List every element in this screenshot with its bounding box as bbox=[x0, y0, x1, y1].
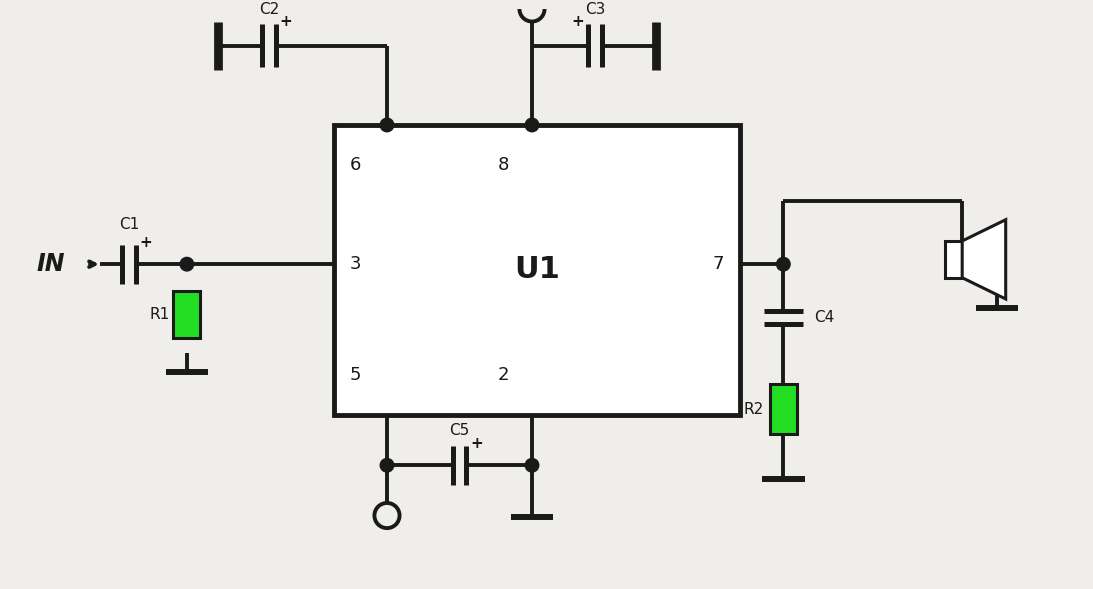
Text: +: + bbox=[470, 436, 483, 451]
Text: C3: C3 bbox=[585, 2, 606, 16]
Circle shape bbox=[380, 458, 393, 472]
Text: C1: C1 bbox=[119, 217, 139, 232]
Text: 2: 2 bbox=[497, 366, 508, 384]
Text: +: + bbox=[572, 14, 584, 29]
Bar bbox=[769, 384, 797, 434]
Text: C2: C2 bbox=[259, 2, 279, 16]
Text: 8: 8 bbox=[497, 156, 508, 174]
Circle shape bbox=[777, 257, 790, 271]
Text: U1: U1 bbox=[514, 256, 560, 284]
Text: C5: C5 bbox=[449, 423, 470, 438]
Circle shape bbox=[526, 118, 539, 132]
Circle shape bbox=[526, 458, 539, 472]
Text: +: + bbox=[280, 14, 293, 29]
Text: C4: C4 bbox=[814, 310, 835, 325]
Bar bbox=[174, 291, 200, 337]
Polygon shape bbox=[962, 220, 1006, 299]
Text: 3: 3 bbox=[350, 255, 361, 273]
Text: R2: R2 bbox=[743, 402, 764, 416]
Bar bbox=[333, 125, 740, 415]
Text: IN: IN bbox=[36, 252, 64, 276]
Text: R1: R1 bbox=[150, 307, 169, 322]
Circle shape bbox=[180, 257, 193, 271]
Text: +: + bbox=[140, 234, 152, 250]
Bar bbox=[944, 241, 962, 277]
Text: 6: 6 bbox=[350, 156, 361, 174]
Text: 7: 7 bbox=[713, 255, 725, 273]
Text: 5: 5 bbox=[350, 366, 361, 384]
Circle shape bbox=[380, 118, 393, 132]
